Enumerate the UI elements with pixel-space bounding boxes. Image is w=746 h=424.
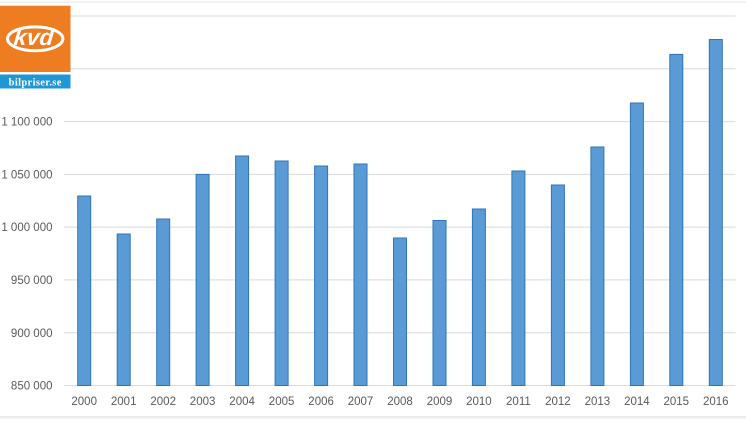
svg-text:2006: 2006: [308, 396, 334, 408]
svg-text:2013: 2013: [585, 396, 611, 408]
svg-text:bilpriser.se: bilpriser.se: [9, 77, 62, 88]
svg-text:2009: 2009: [427, 396, 453, 408]
svg-text:2014: 2014: [624, 396, 650, 408]
svg-text:2005: 2005: [269, 396, 295, 408]
svg-text:2010: 2010: [466, 396, 492, 408]
svg-text:2000: 2000: [71, 396, 97, 408]
svg-text:kvd: kvd: [13, 24, 56, 50]
svg-text:1 100 000: 1 100 000: [1, 117, 52, 129]
svg-text:2007: 2007: [348, 396, 374, 408]
svg-text:1 050 000: 1 050 000: [1, 170, 52, 182]
svg-text:2002: 2002: [150, 396, 176, 408]
svg-text:850 000: 850 000: [11, 381, 53, 393]
svg-text:950 000: 950 000: [11, 275, 53, 287]
svg-text:2012: 2012: [545, 396, 571, 408]
svg-text:2016: 2016: [703, 396, 729, 408]
svg-text:2015: 2015: [664, 396, 690, 408]
svg-text:2004: 2004: [229, 396, 255, 408]
svg-text:900 000: 900 000: [11, 328, 53, 340]
svg-text:2011: 2011: [506, 396, 531, 408]
svg-text:2008: 2008: [387, 396, 413, 408]
svg-text:2003: 2003: [190, 396, 216, 408]
svg-text:1 000 000: 1 000 000: [1, 222, 52, 234]
svg-text:2001: 2001: [111, 396, 137, 408]
